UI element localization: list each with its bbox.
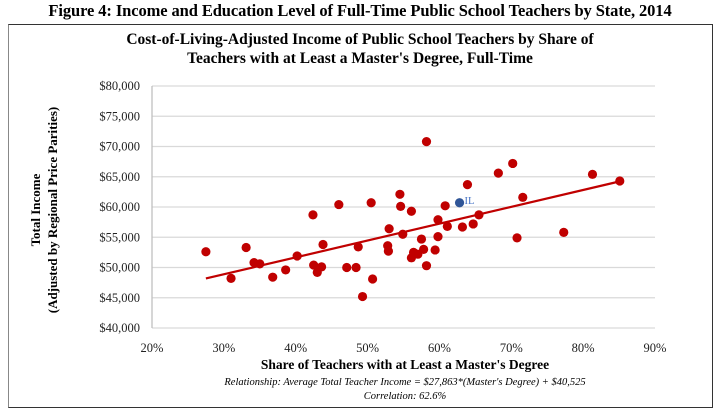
data-point bbox=[383, 246, 394, 256]
y-tick-label: $40,000 bbox=[99, 321, 140, 335]
data-point-il bbox=[454, 198, 465, 208]
data-point bbox=[342, 262, 352, 273]
data-point bbox=[334, 199, 344, 210]
data-point bbox=[518, 192, 528, 202]
data-point bbox=[474, 210, 484, 220]
highlight-point-il: IL bbox=[454, 196, 475, 208]
data-point bbox=[353, 242, 363, 252]
data-point bbox=[457, 222, 468, 232]
data-point bbox=[368, 274, 378, 284]
y-tick-label: $75,000 bbox=[99, 109, 140, 123]
x-axis-ticks: 20% 30% 40% 50% 60% 70% 80% 90% bbox=[141, 341, 667, 355]
data-point bbox=[201, 247, 211, 257]
data-point bbox=[351, 262, 361, 273]
x-tick-label: 90% bbox=[644, 341, 667, 355]
data-point bbox=[440, 201, 450, 211]
data-point bbox=[281, 265, 291, 275]
data-point bbox=[357, 291, 368, 302]
data-point bbox=[419, 244, 429, 254]
figure-title: Figure 4: Income and Education Level of … bbox=[48, 1, 672, 20]
x-tick-label: 80% bbox=[572, 341, 595, 355]
data-point bbox=[384, 224, 394, 234]
chart-frame bbox=[8, 24, 713, 408]
data-point bbox=[430, 245, 440, 255]
data-point bbox=[508, 158, 518, 169]
data-point bbox=[395, 189, 405, 199]
x-axis-title: Share of Teachers with at Least a Master… bbox=[260, 357, 550, 372]
data-point bbox=[416, 234, 427, 244]
y-tick-label: $50,000 bbox=[99, 261, 140, 275]
x-tick-label: 60% bbox=[428, 341, 451, 355]
x-tick-label: 30% bbox=[212, 341, 235, 355]
y-tick-label: $60,000 bbox=[99, 200, 140, 214]
data-point bbox=[468, 219, 478, 229]
x-tick-label: 20% bbox=[141, 341, 164, 355]
x-tick-label: 70% bbox=[500, 341, 523, 355]
chart-title: Cost-of-Living-Adjusted Income of Public… bbox=[0, 30, 720, 68]
y-tick-label: $55,000 bbox=[99, 230, 140, 244]
data-point bbox=[433, 215, 443, 225]
data-point bbox=[615, 176, 625, 186]
data-point bbox=[309, 260, 319, 270]
data-point bbox=[442, 221, 452, 231]
data-point bbox=[316, 262, 327, 272]
x-tick-label: 50% bbox=[356, 341, 379, 355]
data-point bbox=[398, 229, 408, 239]
y-tick-label: $45,000 bbox=[99, 291, 140, 305]
data-point bbox=[396, 201, 406, 211]
data-point bbox=[421, 261, 432, 271]
data-point bbox=[587, 169, 598, 179]
data-point bbox=[462, 180, 473, 190]
data-point bbox=[318, 239, 328, 250]
y-tick-label: $65,000 bbox=[99, 170, 140, 184]
data-point bbox=[433, 232, 443, 242]
data-point bbox=[241, 242, 251, 253]
data-point bbox=[421, 137, 432, 147]
trendline-line bbox=[205, 180, 621, 280]
correlation-note: Correlation: 62.6% bbox=[363, 391, 447, 402]
data-point bbox=[512, 233, 522, 243]
y-axis-ticks: $40,000 $45,000 $50,000 $55,000 $60,000 $65,0… bbox=[99, 79, 140, 335]
x-tick-label: 40% bbox=[284, 341, 307, 355]
data-point bbox=[559, 227, 569, 238]
data-point bbox=[366, 198, 376, 208]
data-point bbox=[406, 206, 417, 216]
data-point bbox=[493, 168, 503, 178]
y-tick-label: $70,000 bbox=[99, 140, 140, 154]
y-tick-label: $80,000 bbox=[99, 79, 140, 93]
relationship-note: Relationship: Average Total Teacher Inco… bbox=[224, 377, 586, 388]
data-point bbox=[226, 273, 236, 283]
data-point bbox=[308, 210, 318, 220]
chart-title-line1: Cost-of-Living-Adjusted Income of Public… bbox=[126, 31, 594, 48]
data-point bbox=[268, 272, 278, 282]
trendline bbox=[205, 180, 621, 280]
data-point bbox=[292, 251, 302, 261]
chart-title-line2: Teachers with at Least a Master's Degree… bbox=[187, 50, 533, 67]
data-point bbox=[255, 259, 265, 269]
point-label-il: IL bbox=[465, 196, 475, 207]
data-points bbox=[201, 137, 625, 302]
